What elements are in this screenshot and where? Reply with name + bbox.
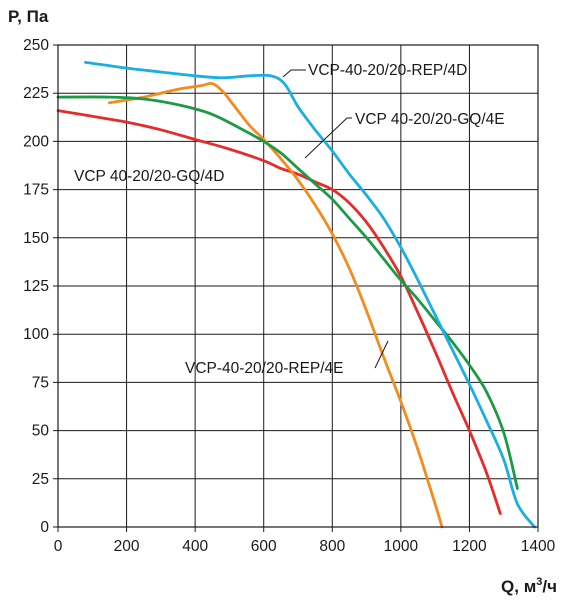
x-tick-label: 1400	[521, 538, 556, 555]
callout-gq-4e-leader	[304, 117, 352, 159]
callout-gq-4e-label: VCP 40-20/20-GQ/4E	[355, 111, 505, 128]
x-axis-title-sup: 3	[536, 576, 542, 588]
callout-rep-4e-label: VCP-40-20/20-REP/4E	[185, 360, 344, 377]
y-tick-label: 100	[23, 326, 49, 343]
curves	[56, 61, 536, 529]
y-tick-label: 25	[32, 471, 49, 488]
x-tick-label: 1000	[384, 538, 419, 555]
x-tick-label: 0	[54, 538, 63, 555]
y-tick-label: 250	[23, 37, 49, 54]
callout-gq-4e: VCP 40-20/20-GQ/4E	[304, 111, 505, 159]
x-tick-label: 400	[182, 538, 208, 555]
y-tick-label: 200	[23, 133, 49, 150]
x-tick-label: 200	[114, 538, 140, 555]
y-tick-label: 225	[23, 85, 49, 102]
y-tick-label: 150	[23, 230, 49, 247]
x-tick-label: 600	[251, 538, 277, 555]
x-tick-label: 800	[319, 538, 345, 555]
y-axis-title: P, Па	[8, 7, 49, 26]
plot-frame	[57, 44, 539, 528]
x-tick-label: 1200	[452, 538, 487, 555]
series-line-vcp-40-20-20-gq-4d	[56, 109, 502, 515]
callout-gq-4d-label: VCP 40-20/20-GQ/4D	[74, 168, 224, 185]
series-line-vcp-40-20-20-gq-4e	[56, 95, 519, 490]
series-line-vcp-40-20-20-rep-4d	[84, 61, 536, 529]
tick-labels: 0 200 400 600 800 1000 1200 1400 0 25 50 75 100 125 15…	[23, 37, 555, 555]
grid	[53, 44, 539, 532]
callout-gq-4d: VCP 40-20/20-GQ/4D	[74, 168, 224, 185]
series-line-vcp-40-20-20-rep-4e	[108, 81, 444, 529]
y-tick-label: 125	[23, 278, 49, 295]
y-tick-label: 0	[40, 519, 49, 536]
y-tick-label: 175	[23, 182, 49, 199]
callout-rep-4d: VCP-40-20/20-REP/4D	[282, 62, 467, 79]
callout-rep-4e-leader	[374, 340, 389, 369]
x-axis-title: Q, м3/ч	[501, 576, 557, 596]
callout-rep-4d-leader	[282, 69, 306, 78]
callout-rep-4d-label: VCP-40-20/20-REP/4D	[308, 62, 467, 79]
x-axis-title-tail: /ч	[542, 577, 557, 596]
callout-rep-4e: VCP-40-20/20-REP/4E	[185, 340, 389, 377]
y-tick-label: 50	[32, 423, 50, 440]
y-tick-label: 75	[32, 374, 49, 391]
x-axis-title-main: Q, м	[501, 577, 536, 596]
